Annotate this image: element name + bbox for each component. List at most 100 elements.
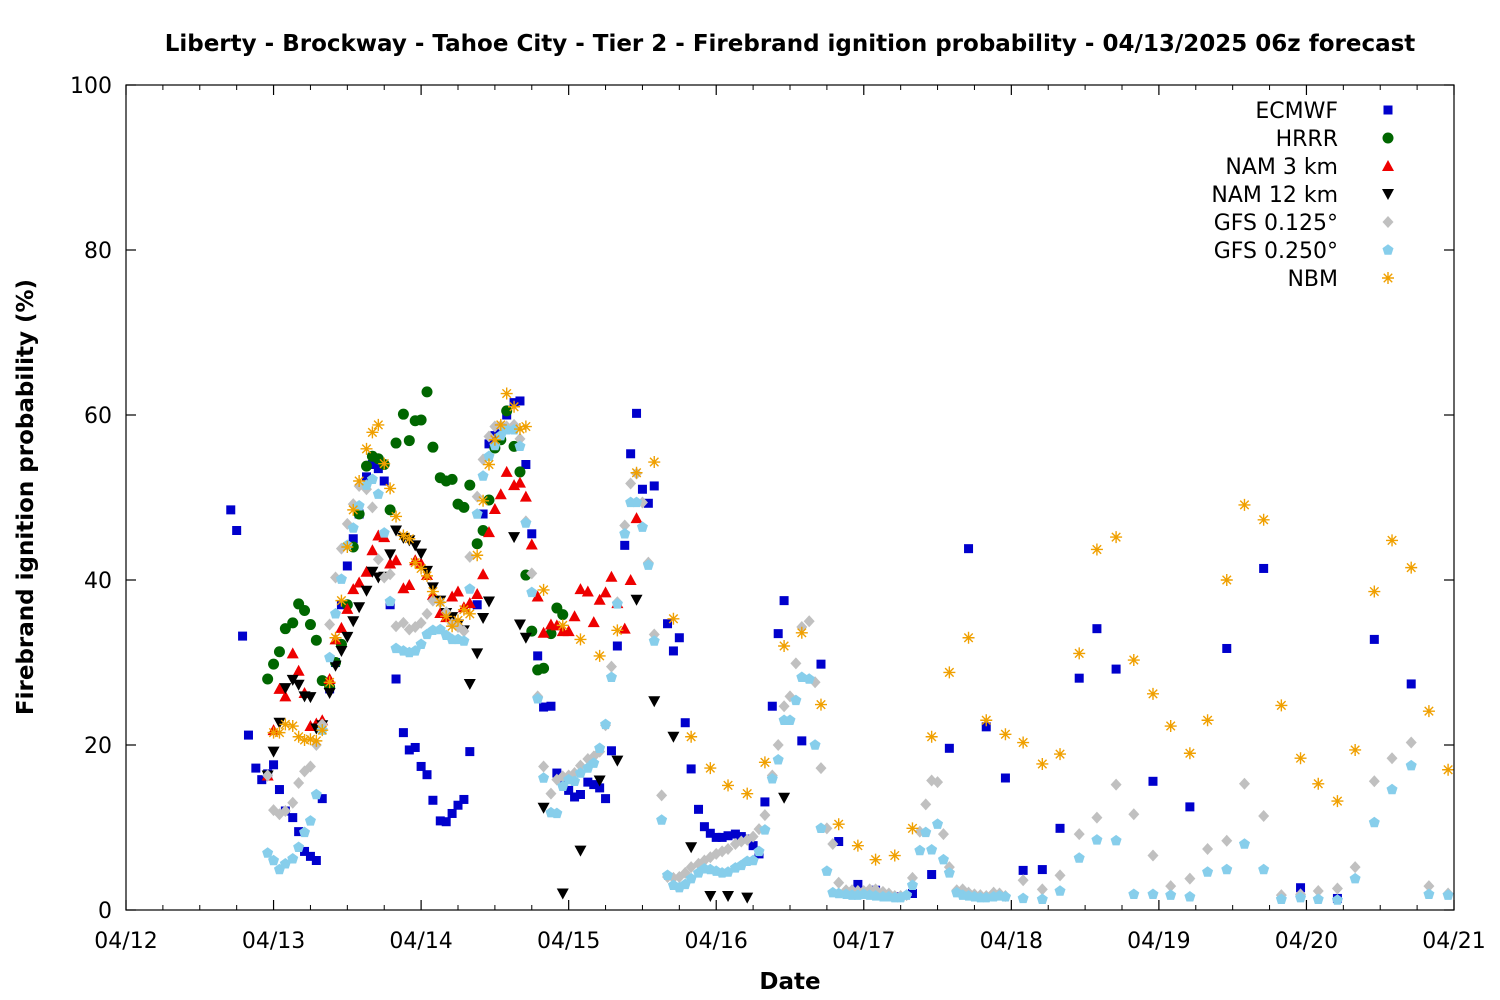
- data-point: [767, 701, 777, 711]
- data-point: [513, 619, 526, 631]
- data-point-stroke: [741, 787, 754, 800]
- data-point-stroke: [962, 631, 975, 644]
- data-point: [447, 808, 457, 818]
- data-point: [964, 544, 974, 554]
- data-point: [398, 728, 408, 738]
- data-point: [378, 527, 390, 538]
- data-point: [538, 772, 550, 783]
- data-point-stroke: [1017, 736, 1030, 749]
- data-point: [515, 396, 525, 406]
- data-point-stroke: [298, 734, 311, 747]
- data-point: [832, 818, 845, 831]
- data-point: [816, 659, 826, 669]
- data-point: [853, 879, 863, 889]
- data-point: [1257, 513, 1270, 526]
- data-point: [384, 568, 396, 581]
- data-point-stroke: [1442, 763, 1455, 776]
- legend-marker: [1382, 189, 1394, 200]
- data-point: [366, 501, 378, 514]
- data-point: [273, 682, 286, 694]
- data-point: [662, 869, 674, 881]
- data-point: [937, 828, 949, 841]
- data-point: [446, 473, 458, 485]
- data-point: [632, 408, 642, 418]
- data-point: [452, 614, 464, 627]
- data-point: [611, 755, 624, 767]
- data-point: [373, 464, 383, 474]
- data-point: [324, 651, 336, 663]
- data-point: [925, 730, 938, 743]
- data-point: [279, 858, 291, 869]
- data-points: [226, 386, 1455, 905]
- data-point: [1222, 643, 1232, 653]
- data-point: [1405, 561, 1418, 574]
- data-point: [704, 762, 717, 775]
- data-point-stroke: [1073, 647, 1086, 660]
- data-point: [304, 692, 317, 704]
- data-point: [262, 769, 274, 782]
- x-tick-label: 04/17: [832, 929, 895, 954]
- data-point: [471, 538, 483, 550]
- data-point: [527, 529, 537, 539]
- data-point: [570, 792, 580, 802]
- data-point-stroke: [397, 529, 410, 542]
- data-point: [574, 767, 586, 778]
- data-point: [778, 700, 790, 713]
- data-point: [759, 809, 771, 822]
- data-point: [482, 596, 495, 608]
- data-point: [421, 607, 433, 620]
- data-point-stroke: [593, 649, 606, 662]
- data-point: [508, 400, 521, 413]
- data-point: [471, 549, 484, 562]
- data-point: [920, 798, 932, 811]
- data-point: [611, 598, 623, 609]
- data-point: [464, 479, 476, 491]
- data-point: [478, 509, 488, 519]
- data-point: [593, 593, 606, 605]
- legend-marker: [1382, 272, 1394, 284]
- data-point: [416, 761, 426, 771]
- data-point: [397, 582, 410, 594]
- data-point-stroke: [888, 849, 901, 862]
- data-point: [426, 585, 439, 598]
- x-tick-label: 04/13: [242, 929, 305, 954]
- data-point: [262, 847, 274, 858]
- data-point-stroke: [519, 420, 532, 433]
- data-point-stroke: [851, 839, 864, 852]
- data-point-stroke: [1183, 747, 1196, 760]
- y-axis-label: Firebrand ignition probability (%): [13, 279, 39, 715]
- data-point: [372, 553, 384, 566]
- x-axis-label: Date: [759, 969, 820, 995]
- data-point: [316, 724, 329, 737]
- data-point: [1405, 736, 1417, 749]
- data-point: [648, 635, 660, 646]
- data-point: [353, 602, 366, 614]
- data-point: [711, 832, 721, 842]
- data-point-stroke: [1146, 687, 1159, 700]
- data-point: [631, 496, 643, 508]
- data-point: [508, 532, 521, 544]
- data-point: [335, 621, 348, 633]
- data-point: [488, 433, 501, 446]
- data-point-stroke: [384, 482, 397, 495]
- legend-marker: [1382, 132, 1394, 144]
- data-point: [537, 583, 550, 596]
- data-point: [457, 603, 470, 616]
- data-point: [1368, 816, 1380, 828]
- data-point: [722, 890, 735, 902]
- data-point: [323, 688, 336, 700]
- data-point: [299, 605, 311, 617]
- data-point-stroke: [1090, 543, 1103, 556]
- data-point: [292, 730, 305, 743]
- data-point: [943, 867, 955, 878]
- data-point: [353, 499, 365, 511]
- data-point: [626, 449, 636, 459]
- data-point: [288, 813, 298, 823]
- data-point-stroke: [378, 457, 391, 470]
- series-nam-12-km: [261, 525, 791, 904]
- data-point: [501, 405, 513, 417]
- data-point: [279, 690, 292, 702]
- data-point: [304, 619, 316, 631]
- data-point-stroke: [832, 818, 845, 831]
- data-point: [1127, 654, 1140, 667]
